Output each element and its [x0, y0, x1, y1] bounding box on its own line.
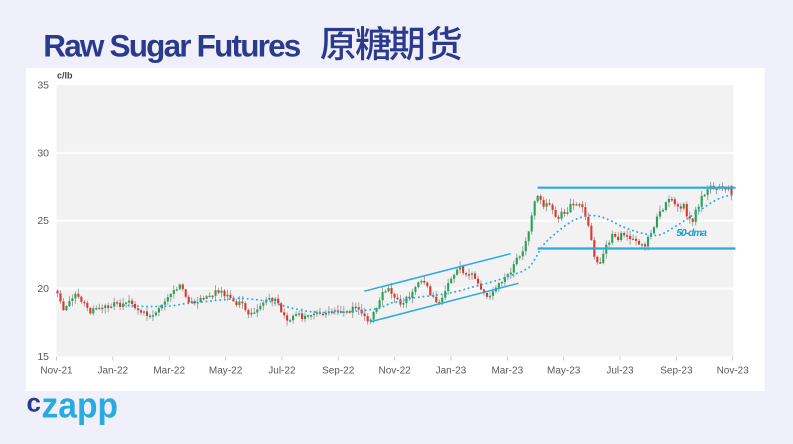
svg-text:c: c: [27, 388, 41, 418]
svg-text:25: 25: [37, 215, 49, 227]
svg-text:30: 30: [37, 147, 49, 159]
svg-text:Raw Sugar Futures: Raw Sugar Futures: [43, 28, 301, 64]
svg-text:15: 15: [37, 351, 49, 363]
svg-text:zapp: zapp: [42, 385, 119, 426]
svg-text:Nov-21: Nov-21: [40, 366, 73, 377]
svg-text:Mar-23: Mar-23: [491, 366, 523, 377]
svg-text:20: 20: [37, 283, 49, 295]
svg-text:Nov-23: Nov-23: [717, 366, 750, 377]
svg-text:Jul-22: Jul-22: [268, 366, 296, 377]
svg-text:Jan-22: Jan-22: [98, 366, 129, 377]
svg-text:Mar-22: Mar-22: [153, 366, 185, 377]
svg-text:Sep-23: Sep-23: [660, 366, 693, 377]
svg-text:50-dma: 50-dma: [676, 228, 707, 239]
svg-text:May-22: May-22: [209, 366, 243, 377]
svg-text:c/lb: c/lb: [57, 71, 73, 81]
svg-text:May-23: May-23: [547, 366, 581, 377]
svg-text:Sep-22: Sep-22: [322, 366, 355, 377]
svg-text:Jul-23: Jul-23: [606, 366, 634, 377]
svg-text:35: 35: [37, 80, 49, 92]
svg-text:Jan-23: Jan-23: [436, 366, 467, 377]
svg-text:Nov-22: Nov-22: [378, 366, 411, 377]
